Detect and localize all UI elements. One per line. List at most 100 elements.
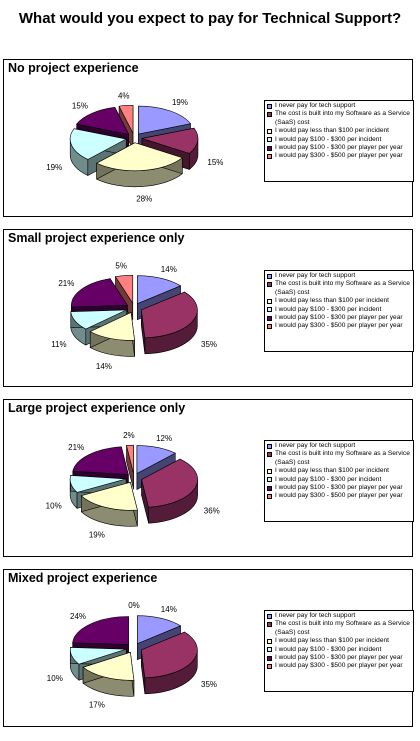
pie-slice	[136, 445, 176, 475]
pie-slice	[70, 309, 127, 330]
page-title: What would you expect to pay for Technic…	[0, 9, 420, 29]
pie-slice	[71, 278, 128, 308]
legend-item: I would pay $100 - $300 per incident	[267, 136, 411, 144]
pie-slice	[80, 481, 138, 511]
pie-slice-label: 14%	[161, 265, 177, 274]
legend-swatch	[267, 128, 272, 134]
pie-slice-label: 19%	[46, 163, 62, 172]
legend-label: I would pay $100 - $300 per incident	[275, 135, 382, 143]
legend-label: I never pay for tech support	[275, 442, 356, 449]
legend-label: I would pay $100 - $300 per player per y…	[275, 144, 403, 152]
pie-slice	[69, 475, 127, 493]
pie-chart: 14% 35% 14% 11% 21% 5%	[51, 262, 217, 371]
legend-item: I would pay $100 - $300 per player per y…	[267, 484, 411, 492]
pie-slice-label: 35%	[201, 680, 217, 689]
legend-label: I would pay $100 - $300 per incident	[275, 645, 382, 653]
chart-legend: I never pay for tech support The cost is …	[264, 100, 414, 182]
pie-slice-label: 19%	[172, 98, 188, 107]
pie-slice	[126, 444, 134, 474]
pie-slice-label: 4%	[118, 91, 130, 100]
legend-item: The cost is built into my Software as a …	[267, 620, 411, 637]
chart-panel: No project experience 19% 15% 28% 19% 15% 4% I …	[3, 59, 414, 217]
chart-legend: I never pay for tech support The cost is …	[264, 610, 414, 692]
page-title-text: What would you expect to pay for Technic…	[18, 10, 402, 27]
legend-swatch	[267, 647, 272, 653]
legend-label: I never pay for tech support	[275, 102, 356, 109]
pie-slice	[118, 104, 134, 134]
pie-slice-label: 19%	[89, 530, 105, 539]
pie-slice	[95, 142, 183, 172]
legend-item: The cost is built into my Software as a …	[267, 450, 411, 467]
pie-slice	[141, 631, 198, 679]
legend-item: I would pay $100 - $300 per player per y…	[267, 144, 411, 152]
pie-slice	[138, 105, 192, 135]
legend-item: I would pay $300 - $500 per player per y…	[267, 322, 411, 330]
chart-legend: I never pay for tech support The cost is …	[264, 440, 414, 522]
legend-swatch	[267, 307, 272, 313]
legend-swatch	[267, 281, 272, 287]
legend-label: I never pay for tech support	[275, 272, 356, 279]
pie-slice	[141, 458, 198, 508]
legend-item: I would pay $300 - $500 per player per y…	[267, 662, 411, 670]
legend-item: I would pay $300 - $500 per player per y…	[267, 152, 411, 160]
legend-swatch	[267, 323, 272, 329]
legend-label: The cost is built into my Software as a …	[275, 620, 410, 636]
legend-swatch	[267, 613, 272, 619]
legend-label: I would pay $100 - $300 per player per y…	[275, 484, 403, 492]
pie-chart: 12% 36% 19% 10% 21% 2%	[46, 431, 220, 539]
pie-slice	[141, 127, 199, 154]
pie-slice-label: 10%	[47, 674, 63, 683]
pie-chart: 14% 35% 17% 10% 24% 0%	[47, 601, 217, 709]
pie-slice-label: 15%	[207, 158, 223, 167]
legend-label: The cost is built into my Software as a …	[275, 280, 410, 296]
pie-slice-label: 35%	[201, 340, 217, 349]
pie-slice	[137, 275, 182, 305]
chart-title: No project experience	[8, 61, 139, 75]
legend-label: The cost is built into my Software as a …	[275, 450, 410, 466]
legend-swatch	[267, 477, 272, 483]
pie-slice	[69, 128, 128, 160]
pie-slice-label: 36%	[204, 507, 220, 516]
legend-swatch	[267, 298, 272, 304]
legend-label: The cost is built into my Software as a …	[275, 110, 410, 126]
pie-slice-label: 28%	[136, 195, 152, 204]
pie-slice-label: 21%	[58, 279, 74, 288]
legend-swatch	[267, 663, 272, 669]
chart-legend: I never pay for tech support The cost is …	[264, 270, 414, 352]
legend-swatch	[267, 137, 272, 143]
legend-item: I would pay $100 - $300 per incident	[267, 646, 411, 654]
legend-swatch	[267, 638, 272, 644]
legend-item: I would pay less than $100 per incident	[267, 297, 411, 305]
pie-slice-label: 14%	[161, 605, 177, 614]
pie-slice	[82, 651, 135, 681]
pie-slice-label: 12%	[156, 434, 172, 443]
pie-slice-label: 5%	[115, 262, 127, 271]
pie-slice-label: 0%	[128, 601, 140, 610]
legend-label: I would pay $100 - $300 per player per y…	[275, 314, 403, 322]
legend-item: I would pay $100 - $300 per player per y…	[267, 654, 411, 662]
legend-label: I would pay $300 - $500 per player per y…	[275, 152, 403, 160]
legend-label: I would pay $100 - $300 per player per y…	[275, 654, 403, 662]
chart-title: Mixed project experience	[8, 571, 158, 585]
legend-swatch	[267, 655, 272, 661]
legend-label: I would pay $300 - $500 per player per y…	[275, 492, 403, 500]
chart-title: Large project experience only	[8, 401, 186, 415]
legend-label: I would pay less than $100 per incident	[275, 467, 389, 475]
legend-swatch	[267, 468, 272, 474]
legend-item: I would pay $100 - $300 per player per y…	[267, 314, 411, 322]
pie-slice	[70, 647, 127, 665]
legend-swatch	[267, 451, 272, 457]
legend-label: I would pay less than $100 per incident	[275, 297, 389, 305]
legend-item: The cost is built into my Software as a …	[267, 280, 411, 297]
pie-slice-label: 14%	[96, 362, 112, 371]
legend-swatch	[267, 485, 272, 491]
legend-swatch	[267, 111, 272, 117]
legend-label: I would pay $100 - $300 per incident	[275, 305, 382, 313]
pie-slice-label: 17%	[89, 700, 105, 709]
pie-slice	[72, 446, 129, 475]
pie-slice	[89, 312, 135, 341]
legend-swatch	[267, 443, 272, 449]
legend-swatch	[267, 493, 272, 499]
legend-item: I would pay $100 - $300 per incident	[267, 306, 411, 314]
legend-label: I would pay $300 - $500 per player per y…	[275, 322, 403, 330]
